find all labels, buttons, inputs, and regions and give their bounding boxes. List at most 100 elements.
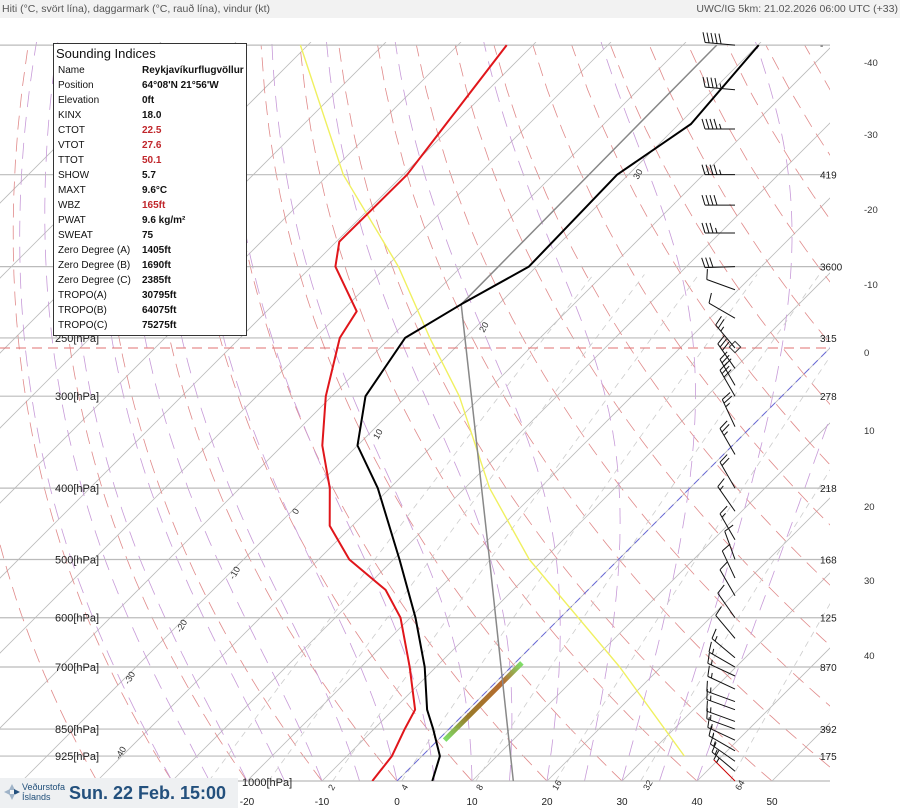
wind-barb-flag (719, 420, 728, 429)
index-row: Zero Degree (B) 1690ft (54, 258, 246, 273)
isotherm-edge-label: -30 (864, 130, 878, 141)
mixing-ratio-label: 2 (326, 783, 337, 792)
isotherm-edge-label: 40 (864, 651, 875, 662)
index-value: 22.5 (142, 125, 162, 136)
wind-barb-flag (724, 524, 734, 532)
wind-barb-flag (709, 257, 714, 268)
wind-barb (701, 222, 735, 234)
wind-barb (719, 505, 736, 540)
indices-title: Sounding Indices (56, 46, 156, 61)
index-value: 64°08'N 21°56'W (142, 80, 219, 91)
dry-adiabat-line (804, 44, 830, 91)
mixing-ratio-line (208, 274, 594, 781)
moist-adiabat-line (326, 42, 513, 781)
index-value: 1405ft (142, 245, 171, 256)
index-row: Position 64°08'N 21°56'W (54, 78, 246, 93)
wind-barb-flag (714, 77, 718, 89)
index-value: 18.0 (142, 110, 162, 121)
wind-barb (721, 392, 736, 427)
parcel-curve (460, 44, 718, 781)
wind-barb-staff (713, 759, 736, 782)
index-key: TROPO(C) (58, 320, 108, 331)
adiabat-label: 30 (631, 167, 645, 181)
dry-adiabat-line (0, 543, 98, 781)
wind-barb-flag (702, 76, 706, 88)
model-run-text: UWC/IG 5km: 21.02.2026 06:00 UTC (+33) (696, 3, 898, 15)
wind-barb-staff (705, 86, 736, 91)
icing-layer-segment (442, 661, 524, 742)
temperature-tick-label: 30 (616, 797, 628, 808)
wind-barb-half (710, 659, 713, 666)
pressure-label: 925[hPa] (55, 751, 99, 763)
sounding-indices-panel: Sounding Indices Name Reykjavíkurflugvöll… (53, 43, 247, 336)
isotherm-edge-label: 20 (864, 502, 875, 513)
wind-barb-flag (721, 392, 731, 400)
index-key: KINX (58, 110, 82, 121)
wind-barb-flag (711, 742, 717, 753)
wind-barb-half (719, 169, 722, 175)
wind-barb (719, 351, 736, 386)
chart-legend-text: Hiti (°C, svört lína), daggarmark (°C, r… (2, 3, 271, 15)
wind-barb-flag (710, 32, 714, 44)
dry-adiabat-line (221, 45, 548, 781)
wind-barb-half (719, 123, 722, 130)
wind-barb (708, 292, 736, 319)
isotherm-line (96, 47, 830, 781)
wind-barb (701, 194, 735, 206)
wind-barb-half (721, 513, 726, 518)
index-row: WBZ 165ft (54, 198, 246, 213)
wind-barb-flag (707, 665, 710, 677)
pressure-label: 300[hPa] (55, 391, 99, 403)
wind-barb-flag (705, 118, 710, 130)
index-row: KINX 18.0 (54, 108, 246, 123)
wind-barb-staff (708, 735, 736, 752)
wind-barb (717, 584, 736, 619)
index-row: Zero Degree (A) 1405ft (54, 243, 246, 258)
index-value: 165ft (142, 200, 166, 211)
wind-barb-flag (705, 194, 710, 206)
wind-barb (717, 335, 736, 369)
index-row: PWAT 9.6 kg/m² (54, 213, 246, 228)
mixing-ratio-line (640, 469, 830, 781)
wind-barb-flag (719, 338, 727, 348)
wind-barb-flag (723, 369, 732, 378)
isotherm-line (546, 497, 830, 781)
height-label: 175 (820, 752, 837, 763)
wind-barb (702, 32, 736, 46)
mixing-ratio-line (268, 274, 645, 781)
wind-barb-flag (721, 354, 730, 364)
mixing-ratio-line (401, 274, 758, 781)
vedurstofa-logo-icon (4, 784, 20, 800)
wind-barb-half (714, 749, 718, 755)
wind-barb (707, 665, 736, 690)
index-row: TTOT 50.1 (54, 153, 246, 168)
wind-barb-flag (701, 194, 706, 206)
index-row: Name Reykjavíkurflugvöllur (54, 63, 246, 78)
index-row: CTOT 22.5 (54, 123, 246, 138)
adiabat-label: -10 (227, 565, 242, 581)
height-label: - (820, 41, 823, 52)
wind-barb-flag (708, 725, 712, 736)
wind-barb-flag (708, 641, 712, 653)
wind-barb-flag (719, 505, 728, 515)
moist-adiabat-line (394, 42, 561, 781)
wind-barb-staff (719, 513, 736, 540)
index-key: PWAT (58, 215, 86, 226)
wind-barb (715, 606, 736, 639)
wind-barb (706, 688, 736, 711)
wind-barb-flag (707, 717, 710, 728)
wind-barb-flag (706, 32, 710, 43)
index-value: 5.7 (142, 170, 156, 181)
isotherm-line (0, 42, 612, 654)
index-value: Reykjavíkurflugvöllur (142, 65, 244, 76)
index-value: 30795ft (142, 290, 177, 301)
wind-barb-half (716, 757, 720, 763)
isotherm-line (0, 42, 537, 579)
index-key: MAXT (58, 185, 86, 196)
wind-barb-flag (701, 222, 706, 234)
dry-adiabat-line (571, 44, 830, 466)
header-bar: Hiti (°C, svört lína), daggarmark (°C, r… (0, 0, 900, 18)
pressure-label: 600[hPa] (55, 613, 99, 625)
wind-barb-staff (706, 718, 736, 730)
